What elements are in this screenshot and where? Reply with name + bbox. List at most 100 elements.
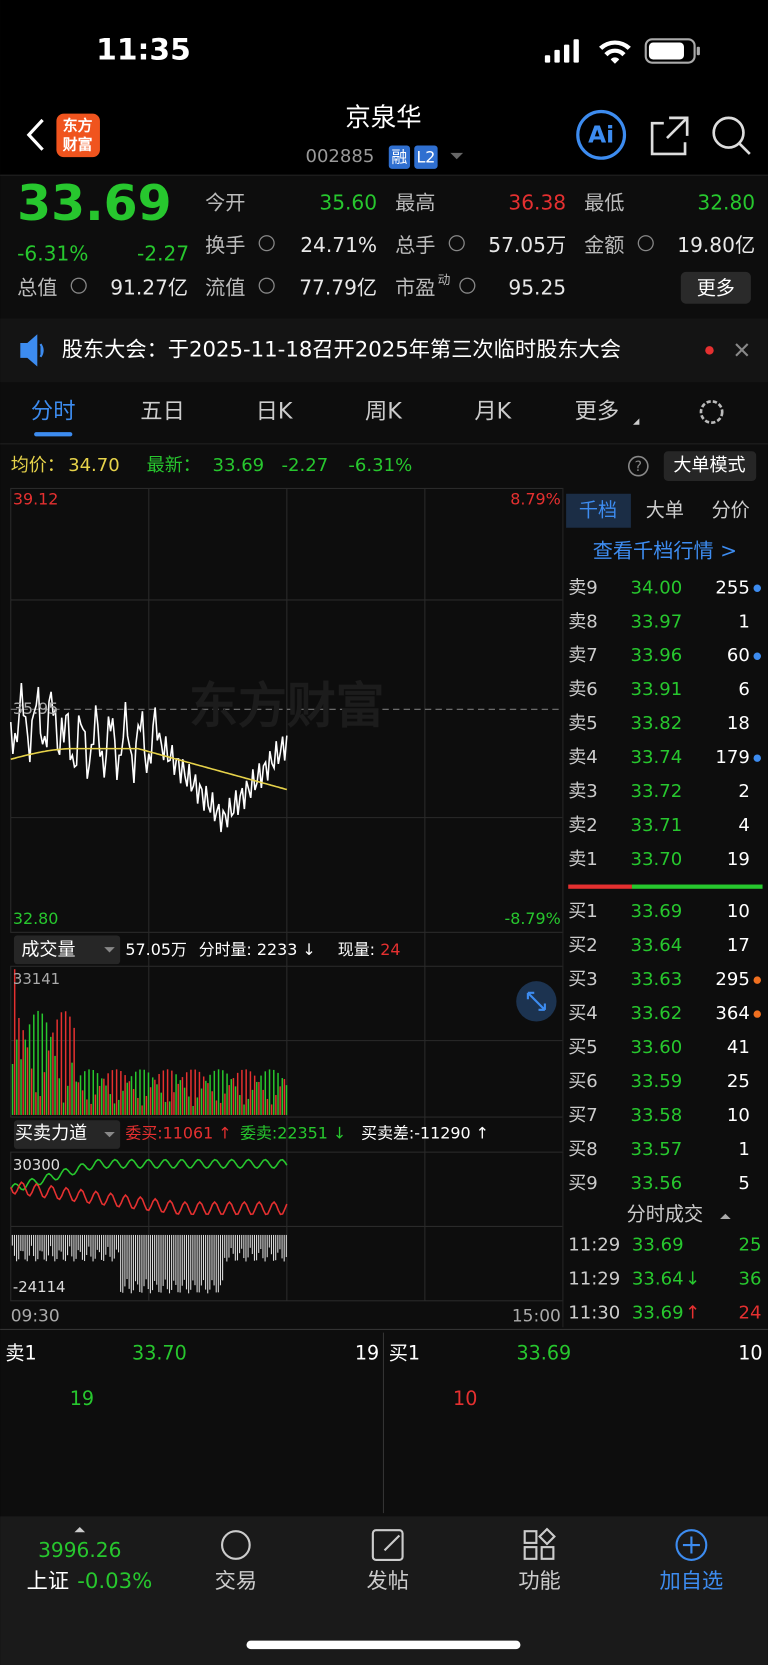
top-bar bbox=[0, 0, 768, 176]
force-bar bbox=[190, 1234, 192, 1290]
volume-bar bbox=[262, 1089, 264, 1115]
chart-tab[interactable]: 五日 bbox=[140, 399, 185, 425]
force-bar bbox=[234, 1234, 236, 1261]
notice-bar bbox=[0, 318, 768, 383]
nav-item[interactable]: 功能 bbox=[518, 1569, 560, 1594]
volume-bar bbox=[77, 1082, 80, 1115]
mode-button[interactable] bbox=[663, 451, 757, 482]
chart-tab[interactable]: 周K bbox=[365, 399, 403, 425]
volume-bar bbox=[96, 1073, 99, 1115]
volume-bar bbox=[47, 1050, 50, 1115]
force-selector[interactable] bbox=[13, 1120, 121, 1149]
ai-button[interactable] bbox=[576, 109, 627, 160]
help-icon[interactable] bbox=[627, 455, 649, 477]
index-expand[interactable] bbox=[74, 1526, 86, 1533]
watermark: 东方财富 bbox=[189, 677, 384, 734]
collapse-icon[interactable] bbox=[720, 1213, 731, 1220]
chart-tab[interactable]: 更多 bbox=[575, 399, 620, 425]
more-button[interactable] bbox=[680, 271, 751, 304]
volume-bar bbox=[226, 1073, 228, 1115]
force-bar bbox=[262, 1234, 264, 1259]
buy-strength bbox=[631, 884, 763, 889]
book-dot bbox=[753, 976, 761, 984]
more-label[interactable]: 更多 bbox=[697, 276, 735, 299]
volume-bar bbox=[207, 1083, 209, 1115]
volume-bar bbox=[115, 1069, 118, 1115]
force-bar bbox=[202, 1234, 205, 1281]
force-bar bbox=[177, 1234, 179, 1293]
back-button[interactable] bbox=[26, 118, 44, 151]
trade-arrow: ↑ bbox=[685, 1303, 700, 1324]
force-bar bbox=[50, 1234, 52, 1247]
volume-bar bbox=[16, 1039, 18, 1115]
depth-link[interactable]: 查看千档行情 > bbox=[593, 539, 737, 563]
panel-tab[interactable]: 分价 bbox=[712, 498, 750, 521]
info-latest: 33.69 bbox=[213, 455, 265, 476]
panel-tab[interactable]: 大单 bbox=[646, 498, 684, 521]
ai-label[interactable]: Ai bbox=[588, 120, 614, 148]
chart-tab[interactable]: 分时 bbox=[31, 399, 76, 425]
volume-bar bbox=[273, 1069, 275, 1115]
close-notice[interactable] bbox=[735, 343, 749, 357]
settings-icon[interactable] bbox=[699, 400, 724, 424]
book-label: 卖6 bbox=[568, 679, 598, 700]
force-bar bbox=[16, 1234, 18, 1262]
force-bar bbox=[260, 1234, 262, 1250]
volume-bar bbox=[145, 1095, 148, 1115]
nav-item[interactable]: 发帖 bbox=[366, 1569, 408, 1594]
volume-bar bbox=[98, 1085, 101, 1115]
volume-bar bbox=[62, 1102, 65, 1115]
force-bar bbox=[56, 1234, 58, 1260]
volume-bar bbox=[67, 1085, 69, 1115]
force-bar bbox=[245, 1234, 247, 1262]
volume-bar bbox=[202, 1076, 205, 1115]
header-icons[interactable] bbox=[650, 116, 751, 156]
book-volume: 2 bbox=[738, 781, 749, 802]
last-price: 33.69 bbox=[17, 175, 171, 232]
panel-tab[interactable]: 千档 bbox=[579, 498, 617, 521]
volume-selector[interactable] bbox=[13, 935, 121, 965]
volume-label[interactable]: 成交量 bbox=[21, 939, 75, 960]
volume-bar bbox=[192, 1105, 194, 1115]
book-price: 33.69 bbox=[631, 901, 683, 922]
nav-icons bbox=[221, 1527, 708, 1561]
volume-bar bbox=[268, 1069, 271, 1115]
book-label: 卖8 bbox=[568, 611, 598, 632]
tab-underline bbox=[34, 432, 73, 437]
field-value: 57.05万 bbox=[488, 233, 566, 257]
force-bar bbox=[207, 1234, 209, 1294]
volume-bar bbox=[239, 1095, 241, 1115]
volume-bar bbox=[39, 1096, 41, 1115]
book-label: 买9 bbox=[568, 1173, 598, 1194]
field-value: 36.38 bbox=[508, 190, 566, 214]
volume-bar bbox=[75, 1081, 78, 1115]
volume-bar bbox=[147, 1072, 150, 1115]
force-bar bbox=[181, 1234, 183, 1286]
force-bar bbox=[149, 1234, 151, 1294]
chart-tab[interactable]: 日K bbox=[256, 399, 294, 425]
info-avg: 34.70 bbox=[68, 455, 120, 476]
dropdown-icon[interactable] bbox=[450, 152, 464, 160]
volume-bar bbox=[45, 1022, 48, 1115]
force-bar bbox=[253, 1234, 255, 1261]
volume-bar bbox=[190, 1069, 192, 1115]
book-volume: 1 bbox=[738, 1139, 749, 1160]
force-bar bbox=[160, 1234, 162, 1293]
force-bar bbox=[156, 1234, 158, 1285]
force-bar bbox=[30, 1234, 32, 1246]
force-bar bbox=[232, 1234, 234, 1254]
force-label[interactable]: 买卖力道 bbox=[15, 1123, 87, 1144]
chart-tab[interactable]: 月K bbox=[474, 399, 512, 425]
nav-item[interactable]: 加自选 bbox=[660, 1569, 724, 1594]
force-bar bbox=[90, 1234, 92, 1257]
index-value: 3996.26 bbox=[38, 1538, 121, 1562]
volume-total: 57.05万 bbox=[125, 940, 186, 959]
nav-item[interactable]: 交易 bbox=[215, 1569, 257, 1594]
force-bar bbox=[107, 1234, 109, 1247]
trade-volume: 25 bbox=[739, 1235, 762, 1256]
book-volume: 41 bbox=[727, 1037, 750, 1058]
volume-bar bbox=[168, 1101, 171, 1115]
mode-label[interactable]: 大单模式 bbox=[673, 455, 745, 476]
volume-bar bbox=[270, 1104, 273, 1115]
force-bar bbox=[64, 1234, 66, 1262]
